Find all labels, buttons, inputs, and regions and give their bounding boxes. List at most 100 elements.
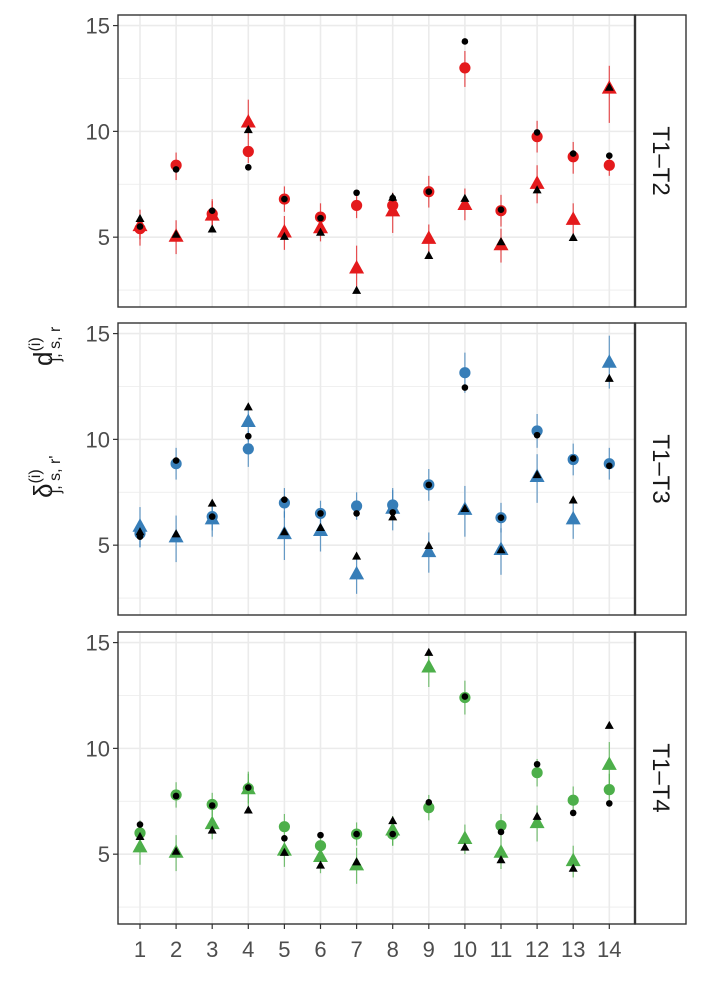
circle-point [603, 784, 615, 796]
facet-strip-label: T1–T2 [647, 126, 674, 195]
triangle-point [276, 224, 292, 238]
reference-triangle-point [604, 373, 614, 382]
y-tick-label: 5 [98, 533, 110, 558]
reference-triangle-point [171, 529, 181, 538]
triangle-point [313, 219, 328, 234]
reference-triangle-point [532, 470, 542, 479]
x-tick-label: 3 [206, 937, 218, 962]
x-tick-label: 5 [278, 937, 290, 962]
y-axis-title: δ (i) j, s, r' d(i) j, s, r [27, 326, 64, 498]
circle-point [459, 62, 471, 74]
triangle-point [421, 659, 437, 673]
triangle-point [565, 852, 581, 867]
circle-point [567, 794, 579, 806]
reference-triangle-point [279, 231, 289, 240]
circle-point [603, 159, 615, 171]
reference-circle-point [172, 792, 180, 800]
reference-triangle-point [424, 540, 434, 549]
panel-background [118, 15, 635, 307]
y-tick-label: 10 [86, 736, 110, 761]
panels: 5 10 15 T1–T2 5 10 15 T1–T3 5 10 15 T1–T4 [86, 14, 687, 925]
reference-circle-point [425, 481, 433, 489]
reference-circle-point [208, 513, 216, 520]
reference-circle-point [461, 38, 469, 45]
facet-strip [634, 631, 687, 925]
reference-triangle-point [496, 237, 506, 246]
reference-circle-point [245, 784, 252, 791]
reference-triangle-point [207, 498, 217, 507]
reference-circle-point [497, 514, 505, 521]
circle-point [423, 802, 435, 814]
reference-triangle-point [279, 847, 289, 856]
y-tick-label: 10 [86, 119, 110, 144]
x-tick-label: 1 [134, 937, 146, 962]
reference-triangle-point [496, 545, 506, 554]
reference-circle-point [317, 214, 324, 222]
reference-circle-point [569, 455, 577, 462]
reference-circle-point [317, 510, 324, 517]
reference-triangle-point [604, 82, 614, 91]
reference-triangle-point [352, 551, 362, 560]
triangle-point [565, 211, 581, 225]
reference-circle-point [461, 693, 469, 700]
circle-point [278, 821, 290, 833]
reference-triangle-point [568, 495, 578, 504]
x-tick-label: 10 [453, 937, 477, 962]
y-title-left-symbol: δ [28, 484, 58, 498]
y-tick-label: 10 [86, 427, 110, 452]
facet-strip [634, 14, 687, 308]
circle-point [314, 840, 327, 852]
circle-point [531, 767, 543, 779]
reference-triangle-point [207, 224, 217, 233]
y-tick-label: 15 [86, 322, 110, 347]
reference-triangle-point [424, 250, 434, 259]
x-tick-label: 9 [423, 937, 435, 962]
x-tick-label: 12 [525, 937, 549, 962]
x-tick-label: 2 [170, 937, 182, 962]
reference-circle-point [317, 831, 324, 839]
x-tick-label: 11 [490, 937, 513, 962]
reference-triangle-point [352, 285, 362, 294]
reference-triangle-point [568, 863, 578, 872]
panel-2: 5 10 15 T1–T3 [86, 322, 687, 616]
reference-triangle-point [496, 855, 506, 864]
x-tick-label: 4 [242, 937, 254, 962]
y-title-right-sup: (i) [27, 337, 44, 351]
reference-triangle-point [171, 846, 181, 855]
triangle-point [132, 518, 148, 532]
triangle-point [313, 848, 328, 862]
y-title-right-symbol: d [28, 352, 58, 366]
triangle-point [385, 500, 401, 514]
reference-circle-point [281, 195, 288, 203]
reference-circle-point [172, 166, 180, 173]
reference-circle-point [353, 510, 360, 517]
reference-triangle-point [135, 527, 145, 536]
triangle-point [601, 756, 617, 770]
reference-circle-point [172, 457, 180, 464]
triangle-point [385, 202, 401, 217]
triangle-point [385, 821, 401, 836]
reference-circle-point [136, 821, 144, 828]
reference-circle-point [569, 150, 577, 157]
reference-triangle-point [568, 232, 578, 241]
triangle-point [457, 830, 473, 844]
reference-triangle-point [316, 860, 325, 869]
y-title-left-sub: j, s, r' [47, 456, 64, 495]
triangle-point [240, 114, 256, 128]
reference-circle-point [208, 802, 216, 809]
reference-circle-point [208, 207, 216, 215]
panel-3: 5 10 15 T1–T4 [86, 631, 687, 925]
reference-circle-point [425, 188, 433, 195]
y-tick-label: 5 [98, 842, 110, 867]
svg-text:d(i)j, s, r: d(i) j, s, r [27, 326, 64, 366]
reference-circle-point [353, 189, 360, 197]
reference-triangle-point [279, 527, 289, 536]
facet-strip-label: T1–T4 [647, 743, 674, 812]
reference-circle-point [497, 206, 505, 213]
circle-point [459, 367, 471, 379]
triangle-point [493, 844, 509, 858]
reference-triangle-point [388, 192, 398, 201]
reference-circle-point [606, 152, 613, 160]
triangle-point [601, 354, 617, 368]
